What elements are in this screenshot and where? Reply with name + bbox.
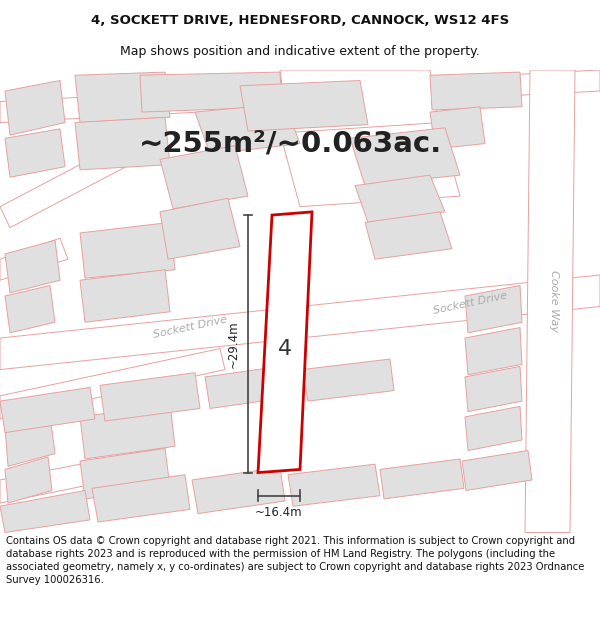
Text: Sockett Drive: Sockett Drive bbox=[432, 291, 508, 316]
Polygon shape bbox=[0, 349, 225, 419]
Polygon shape bbox=[465, 328, 522, 375]
Polygon shape bbox=[350, 128, 460, 186]
Polygon shape bbox=[0, 238, 68, 280]
Polygon shape bbox=[5, 81, 65, 135]
Polygon shape bbox=[100, 372, 200, 421]
Text: 4, SOCKETT DRIVE, HEDNESFORD, CANNOCK, WS12 4FS: 4, SOCKETT DRIVE, HEDNESFORD, CANNOCK, W… bbox=[91, 14, 509, 27]
Polygon shape bbox=[465, 286, 522, 332]
Polygon shape bbox=[525, 70, 575, 532]
Polygon shape bbox=[465, 406, 522, 451]
Polygon shape bbox=[465, 366, 522, 412]
Polygon shape bbox=[240, 81, 368, 131]
Polygon shape bbox=[80, 222, 175, 278]
Polygon shape bbox=[140, 72, 282, 112]
Polygon shape bbox=[288, 464, 380, 506]
Polygon shape bbox=[0, 144, 130, 228]
Polygon shape bbox=[5, 457, 52, 503]
Polygon shape bbox=[380, 459, 464, 499]
Polygon shape bbox=[302, 359, 394, 401]
Text: Map shows position and indicative extent of the property.: Map shows position and indicative extent… bbox=[120, 46, 480, 59]
Polygon shape bbox=[192, 468, 285, 514]
Text: ~16.4m: ~16.4m bbox=[255, 506, 303, 519]
Polygon shape bbox=[0, 70, 600, 122]
Polygon shape bbox=[75, 118, 170, 170]
Polygon shape bbox=[0, 448, 165, 503]
Polygon shape bbox=[280, 70, 440, 144]
Polygon shape bbox=[365, 212, 452, 259]
Polygon shape bbox=[5, 240, 60, 293]
Polygon shape bbox=[5, 286, 55, 332]
Polygon shape bbox=[80, 404, 175, 459]
Polygon shape bbox=[92, 475, 190, 522]
Polygon shape bbox=[430, 107, 485, 149]
Polygon shape bbox=[80, 448, 170, 499]
Text: Contains OS data © Crown copyright and database right 2021. This information is : Contains OS data © Crown copyright and d… bbox=[6, 536, 584, 585]
Polygon shape bbox=[280, 122, 460, 207]
Polygon shape bbox=[5, 129, 65, 178]
Polygon shape bbox=[462, 451, 532, 491]
Text: ~255m²/~0.063ac.: ~255m²/~0.063ac. bbox=[139, 129, 442, 158]
Text: Cooke Way: Cooke Way bbox=[549, 270, 559, 332]
Text: ~29.4m: ~29.4m bbox=[227, 320, 240, 368]
Polygon shape bbox=[195, 104, 300, 154]
Polygon shape bbox=[430, 72, 522, 110]
Polygon shape bbox=[205, 364, 300, 409]
Polygon shape bbox=[160, 146, 248, 209]
Text: Sockett Drive: Sockett Drive bbox=[152, 315, 228, 340]
Polygon shape bbox=[75, 72, 170, 122]
Polygon shape bbox=[5, 415, 55, 466]
Polygon shape bbox=[160, 198, 240, 259]
Polygon shape bbox=[258, 212, 312, 472]
Polygon shape bbox=[355, 175, 445, 222]
Polygon shape bbox=[0, 388, 95, 432]
Text: 4: 4 bbox=[278, 339, 292, 359]
Polygon shape bbox=[80, 270, 170, 322]
Polygon shape bbox=[0, 275, 600, 369]
Polygon shape bbox=[0, 491, 90, 532]
